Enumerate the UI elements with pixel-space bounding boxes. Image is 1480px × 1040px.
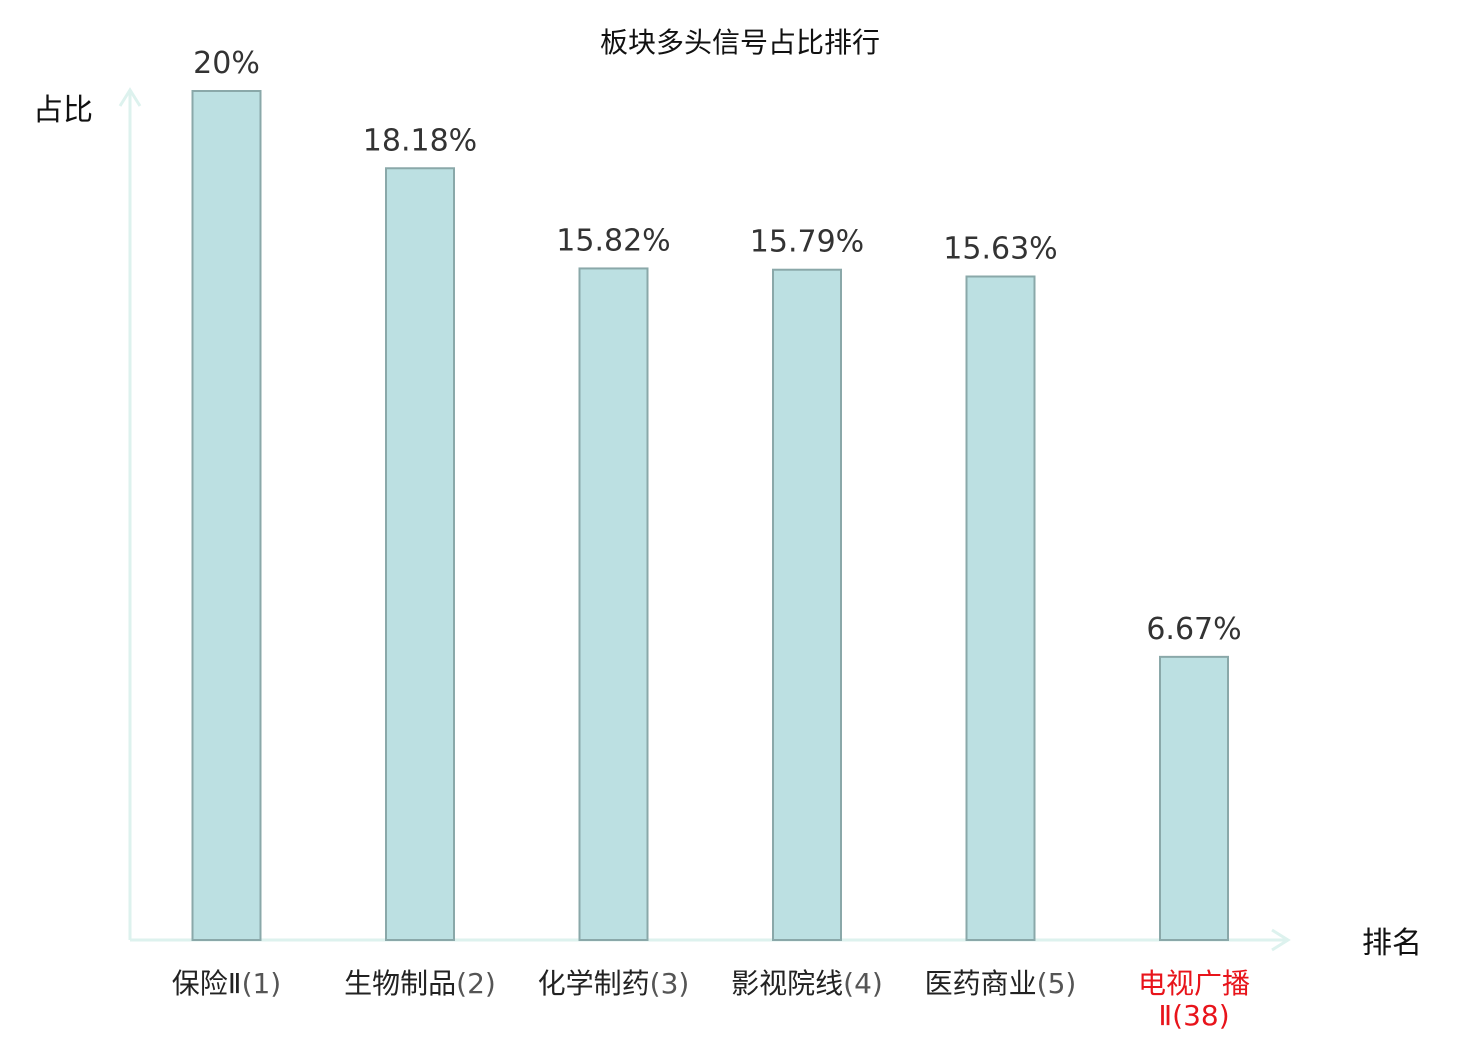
category-name: 生物制品 xyxy=(344,967,456,1000)
category-rank: (5) xyxy=(1037,967,1077,1000)
bars-group xyxy=(191,90,1229,942)
category-labels-group: 保险Ⅱ(1) 生物制品(2) 化学制药(3) 影视院线(4) 医药商业(5) 电视广播Ⅱ(… xyxy=(172,967,1250,1032)
bar-value-label: 6.67% xyxy=(1146,612,1241,647)
category-label: 保险Ⅱ(1) xyxy=(172,967,281,1000)
category-label: 生物制品(2) xyxy=(344,967,496,1000)
bar-value-label: 18.18% xyxy=(363,123,477,158)
y-axis-arrow xyxy=(118,87,142,107)
category-name: 影视院线 xyxy=(731,967,843,1000)
bar-value-label: 15.79% xyxy=(750,225,864,260)
bar xyxy=(965,275,1036,942)
category-label: 医药商业(5) xyxy=(925,967,1077,1000)
category-rank: (4) xyxy=(843,967,883,1000)
bar xyxy=(1159,655,1229,942)
y-axis-label: 占比 xyxy=(33,93,93,128)
axes xyxy=(118,87,1291,952)
category-label: 化学制药(3) xyxy=(538,967,690,1000)
category-name: 化学制药 xyxy=(538,967,650,1000)
bar xyxy=(191,90,262,941)
category-label: 影视院线(4) xyxy=(731,967,883,1000)
value-labels-group: 20% 18.18% 15.82% 15.79% 15.63% 6.67% xyxy=(193,46,1242,647)
x-axis-arrow xyxy=(1271,928,1291,952)
category-label: 电视广播 xyxy=(1138,967,1250,1000)
x-axis-label: 排名 xyxy=(1362,926,1422,961)
category-rank: (2) xyxy=(456,967,496,1000)
bar-value-label: 15.82% xyxy=(556,223,670,258)
chart-title: 板块多头信号占比排行 xyxy=(600,26,880,59)
category-name: 保险Ⅱ xyxy=(172,967,242,1000)
bar-value-label: 20% xyxy=(193,46,260,81)
category-rank: (3) xyxy=(650,967,690,1000)
bar xyxy=(772,268,842,942)
category-rank: (1) xyxy=(242,967,282,1000)
bar xyxy=(385,167,455,942)
bar xyxy=(578,267,649,942)
category-rank-label: Ⅱ(38) xyxy=(1158,999,1229,1032)
bar-value-label: 15.63% xyxy=(943,232,1057,267)
category-name: 医药商业 xyxy=(925,967,1037,1000)
